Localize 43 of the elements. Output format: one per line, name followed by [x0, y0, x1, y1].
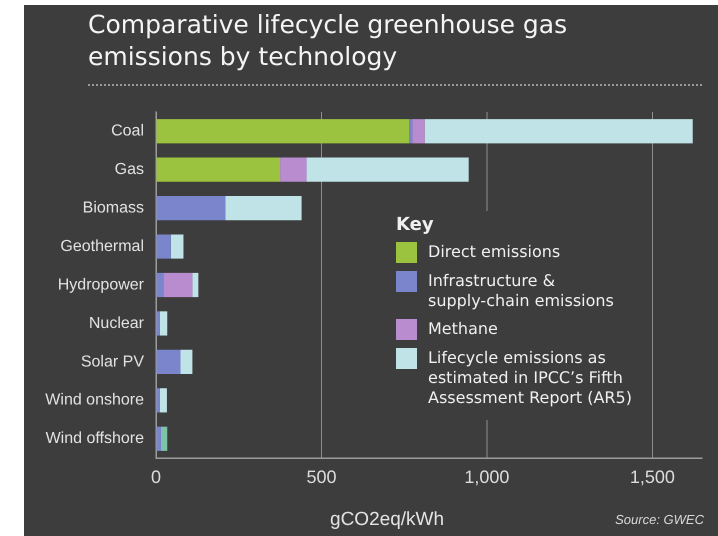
text: Lifecycle emissions as estimated in IPCC’s Fifth Assessment Report (AR5) [428, 348, 632, 407]
y-tick-label: Solar PV [80, 353, 144, 370]
bar [170, 234, 184, 259]
bar [180, 350, 192, 374]
y-tick-label: Nuclear [88, 314, 145, 332]
bar [280, 158, 307, 182]
bar [156, 426, 161, 451]
bar [156, 234, 171, 259]
y-tick-label: Hydropower [58, 276, 145, 294]
source-note: Source: GWEC [615, 512, 704, 528]
bar [225, 196, 302, 220]
bar [156, 196, 226, 220]
bar [424, 119, 693, 144]
legend-label: Methane [428, 319, 498, 338]
x-tick-label: 1,500 [630, 466, 675, 487]
bar [306, 158, 469, 182]
bar [156, 388, 160, 412]
bar [409, 119, 412, 144]
bar [163, 272, 192, 298]
bar [156, 119, 410, 144]
bar [156, 350, 180, 374]
bar [192, 272, 198, 298]
y-tick-label: Wind onshore [45, 392, 144, 409]
y-tick-label: Coal [111, 122, 144, 140]
x-tick-label: 0 [150, 466, 162, 487]
legend-title: Key [396, 213, 435, 237]
bar [156, 158, 280, 182]
y-tick-label: Wind offshore [46, 430, 144, 448]
bar [160, 311, 168, 336]
x-tick-label: 1,000 [464, 466, 510, 487]
y-tick-label: Geothermal [60, 238, 144, 255]
y-tick-label: Gas [114, 161, 144, 178]
x-tick-label: 500 [306, 466, 336, 487]
x-axis-title: gCO2eq/kWh [330, 508, 444, 532]
bar [156, 311, 160, 336]
bar [412, 119, 425, 144]
legend-label: Direct emissions [428, 242, 560, 261]
bar [156, 272, 164, 298]
legend-label: Infrastructure & supply-chain emissions [428, 271, 614, 310]
chart-title: Comparative lifecycle greenhouse gas emissions by technology [88, 9, 568, 73]
y-tick-label: Biomass [82, 200, 144, 217]
bar [160, 388, 167, 412]
bar [160, 426, 168, 451]
